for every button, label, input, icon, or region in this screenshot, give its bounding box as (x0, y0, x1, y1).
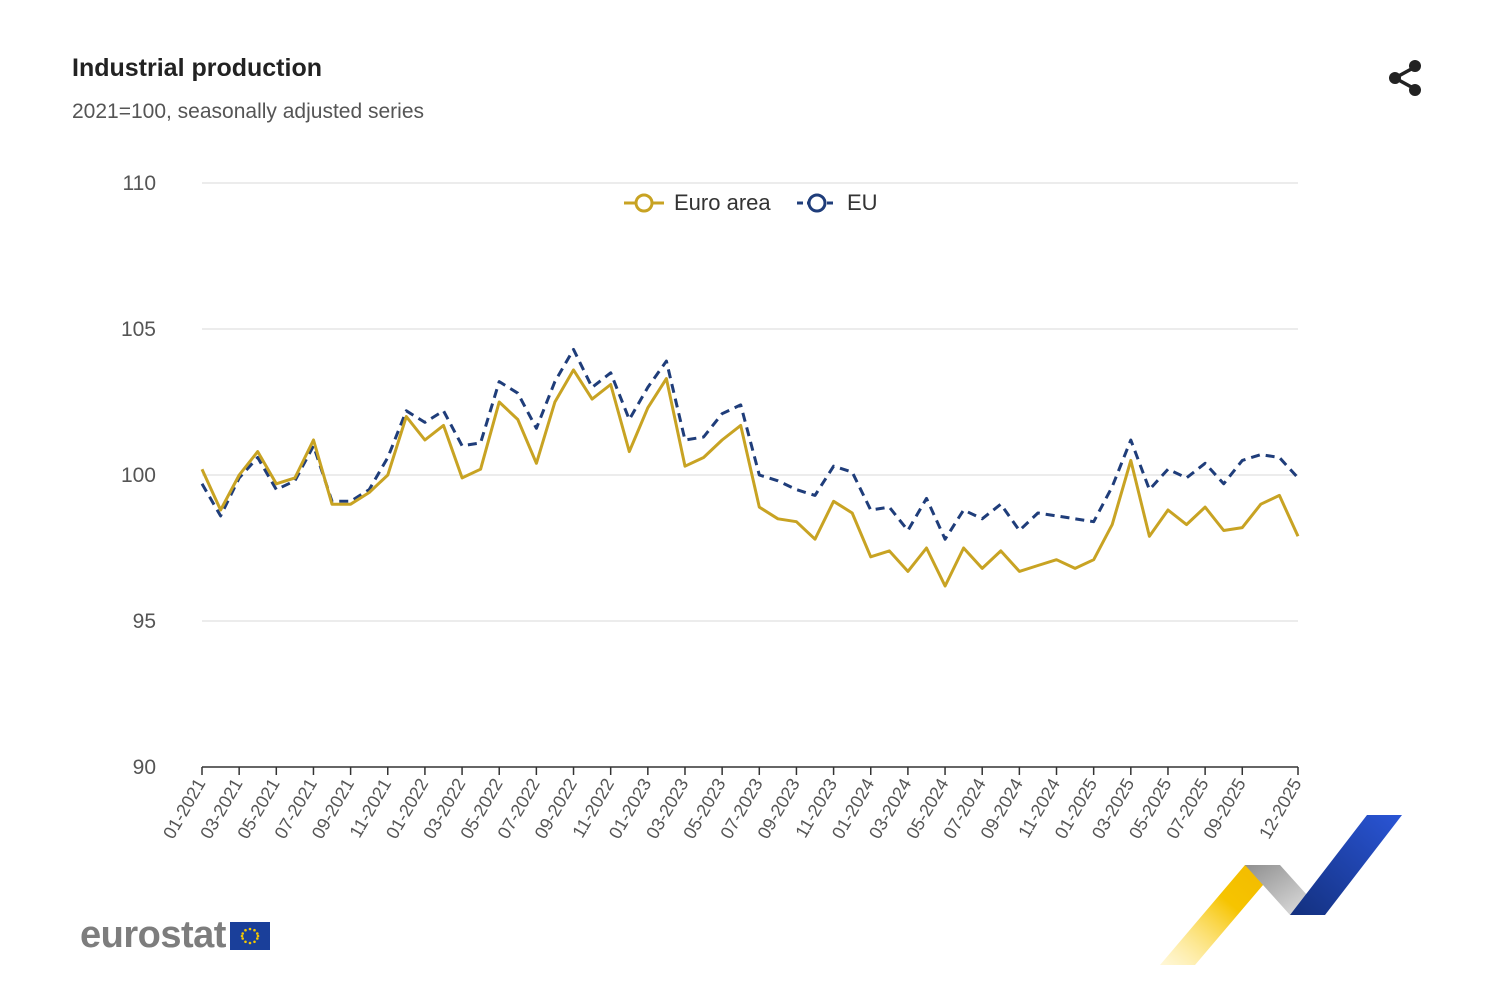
decorative-ribbon (1160, 815, 1402, 965)
series-lines (200, 347, 1300, 588)
legend-label-euro-area: Euro area (674, 190, 771, 215)
y-tick-label: 95 (133, 610, 156, 633)
eu-flag-icon (229, 921, 270, 950)
grid-lines (202, 182, 1298, 622)
legend-item-eu[interactable]: EU (797, 190, 878, 215)
y-tick-label: 110 (123, 172, 156, 195)
share-icon[interactable] (1386, 58, 1426, 98)
legend-label-eu: EU (847, 190, 878, 215)
y-axis-tick-labels: 90 95 100 105 110 (121, 172, 156, 779)
y-tick-label: 105 (121, 318, 156, 341)
chart-subtitle: 2021=100, seasonally adjusted series (72, 100, 424, 123)
chart-title: Industrial production (72, 54, 322, 82)
legend: Euro area EU (624, 190, 878, 215)
series-line-eu[interactable] (200, 347, 1300, 541)
eurostat-logo: eurostat (80, 914, 270, 957)
y-tick-label: 100 (121, 464, 156, 487)
x-axis: 01-202103-202105-202107-202109-202111-20… (159, 766, 1305, 842)
line-chart: 90 95 100 105 110 01-202103-202105-202107-20… (121, 172, 1306, 842)
y-tick-label: 90 (133, 756, 156, 779)
logo-text: eurostat (80, 914, 226, 956)
series-line-euro-area[interactable] (200, 368, 1300, 588)
legend-item-euro-area[interactable]: Euro area (624, 190, 771, 215)
